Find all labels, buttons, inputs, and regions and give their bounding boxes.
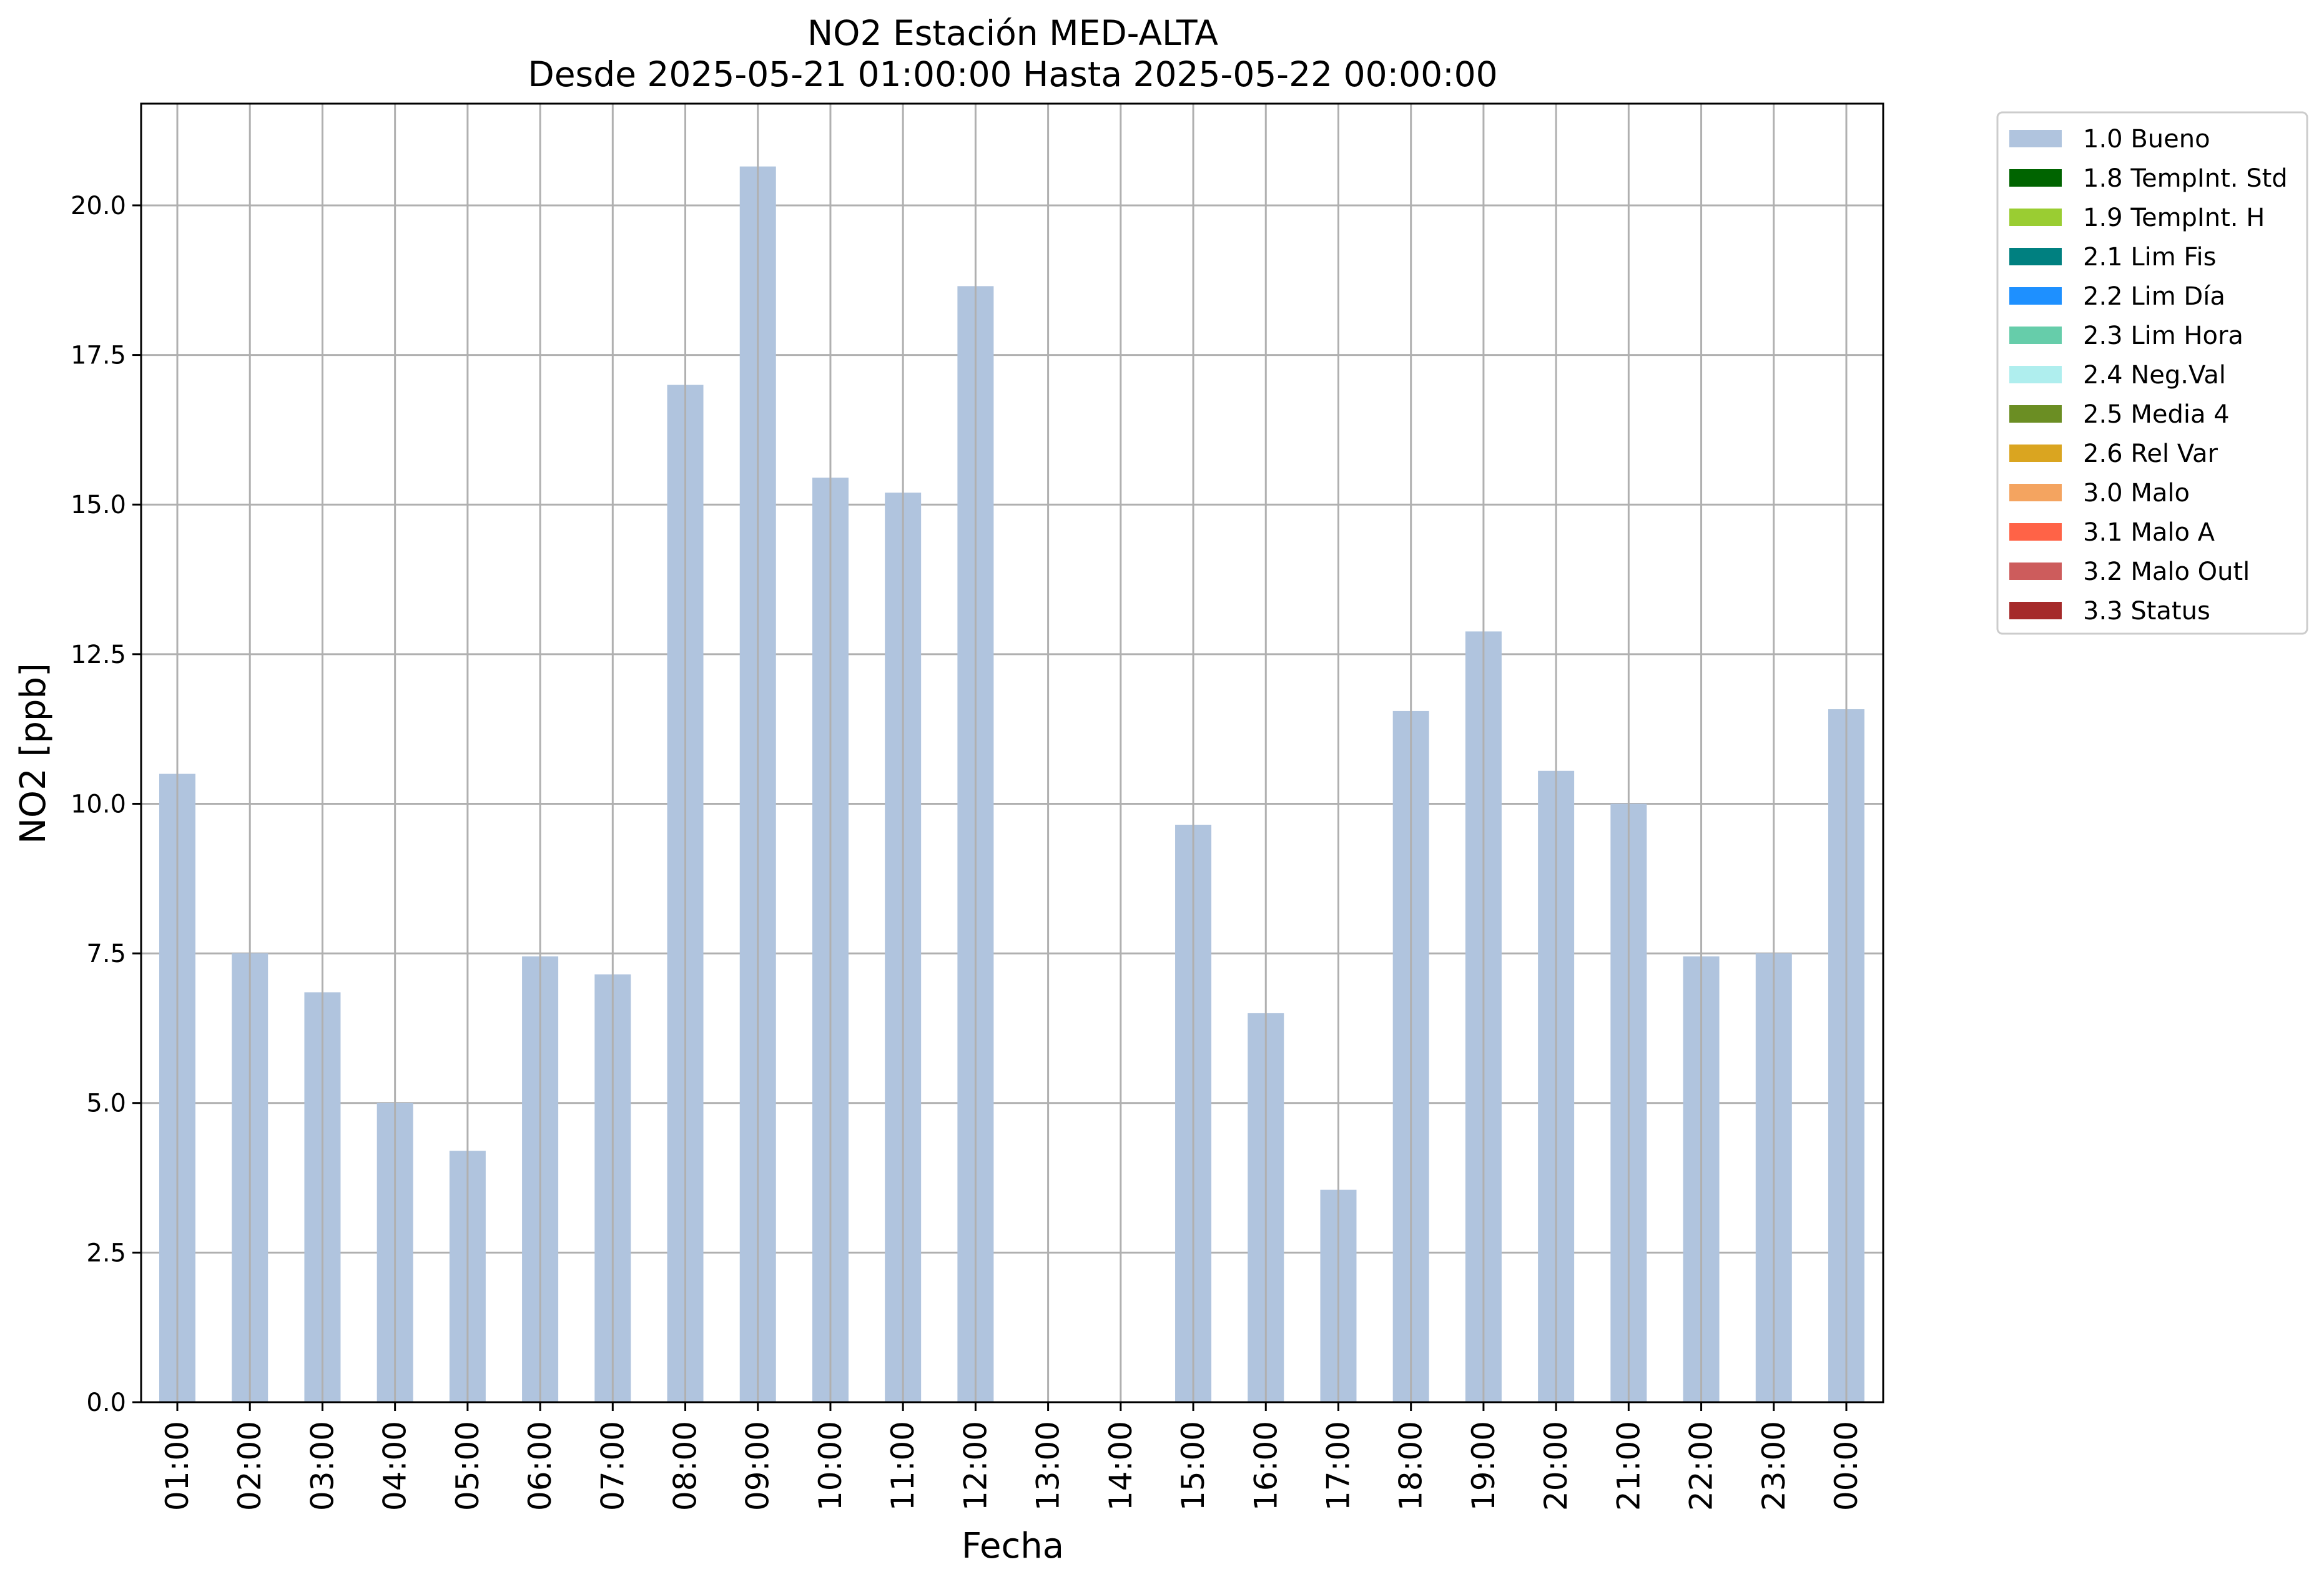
x-tick-label: 18:00 <box>1393 1421 1429 1511</box>
y-tick-label: 12.5 <box>71 641 126 669</box>
legend-label: 3.0 Malo <box>2083 479 2190 508</box>
x-tick-label: 03:00 <box>304 1421 340 1511</box>
y-tick-label: 15.0 <box>71 491 126 519</box>
legend-swatch <box>2009 445 2062 462</box>
x-tick-label: 02:00 <box>232 1421 268 1511</box>
x-axis-ticks: 01:00 02:00 03:00 04:00 05:00 06:00 07:00 08:00… <box>159 1402 1864 1511</box>
x-tick-label: 17:00 <box>1320 1421 1356 1511</box>
legend-swatch <box>2009 523 2062 541</box>
legend-swatch <box>2009 209 2062 226</box>
legend-swatch <box>2009 248 2062 265</box>
x-tick-label: 04:00 <box>377 1421 413 1511</box>
legend-swatch <box>2009 287 2062 305</box>
legend-label: 3.1 Malo A <box>2083 518 2215 547</box>
y-axis-label: NO2 [ppb] <box>13 663 54 844</box>
chart-title: NO2 Estación MED-ALTA <box>807 13 1218 53</box>
x-tick-label: 16:00 <box>1248 1421 1284 1511</box>
vertical-grid <box>176 104 1848 1402</box>
legend-frame <box>1996 111 2308 635</box>
y-tick-label: 2.5 <box>86 1239 126 1267</box>
y-tick-label: 10.0 <box>71 790 126 818</box>
x-axis-label: Fecha <box>962 1526 1064 1566</box>
legend-swatch <box>2009 405 2062 423</box>
legend-swatch <box>2009 563 2062 580</box>
y-tick-label: 0.0 <box>86 1388 126 1417</box>
legend-label: 2.1 Lim Fis <box>2083 243 2216 272</box>
legend-label: 2.6 Rel Var <box>2083 440 2218 468</box>
legend-label: 2.5 Media 4 <box>2083 400 2230 429</box>
x-tick-label: 13:00 <box>1030 1421 1066 1511</box>
legend-swatch <box>2009 327 2062 344</box>
legend: 1.0 Bueno 1.8 TempInt. Std 1.9 TempInt. H 2… <box>1996 111 2308 635</box>
legend-swatch <box>2009 130 2062 147</box>
legend-swatch <box>2009 484 2062 501</box>
x-tick-label: 11:00 <box>885 1421 921 1511</box>
x-tick-label: 09:00 <box>740 1421 776 1511</box>
legend-label: 2.2 Lim Día <box>2083 282 2225 311</box>
x-tick-label: 10:00 <box>812 1421 849 1511</box>
x-tick-label: 20:00 <box>1538 1421 1574 1511</box>
x-tick-label: 07:00 <box>594 1421 631 1511</box>
x-tick-label: 19:00 <box>1465 1421 1502 1511</box>
legend-label: 1.0 Bueno <box>2083 125 2210 154</box>
legend-swatch <box>2009 366 2062 383</box>
x-tick-label: 21:00 <box>1610 1421 1647 1511</box>
x-tick-label: 00:00 <box>1828 1421 1864 1511</box>
legend-swatch <box>2009 169 2062 187</box>
legend-label: 2.3 Lim Hora <box>2083 322 2243 350</box>
x-tick-label: 15:00 <box>1175 1421 1211 1511</box>
x-tick-label: 23:00 <box>1756 1421 1792 1511</box>
legend-label: 3.3 Status <box>2083 597 2210 626</box>
x-tick-label: 08:00 <box>667 1421 704 1511</box>
legend-label: 2.4 Neg.Val <box>2083 361 2226 390</box>
plot-frame <box>140 102 1884 1403</box>
x-tick-label: 05:00 <box>450 1421 486 1511</box>
x-tick-label: 01:00 <box>159 1421 195 1511</box>
y-tick-label: 5.0 <box>86 1089 126 1118</box>
x-tick-label: 14:00 <box>1103 1421 1139 1511</box>
legend-label: 3.2 Malo Outl <box>2083 558 2250 586</box>
chart-subtitle: Desde 2025-05-21 01:00:00 Hasta 2025-05-… <box>528 54 1497 94</box>
y-tick-label: 7.5 <box>86 940 126 968</box>
y-tick-label: 17.5 <box>71 341 126 370</box>
x-tick-label: 22:00 <box>1683 1421 1720 1511</box>
y-axis-ticks: 0.0 2.5 5.0 7.5 10.0 12.5 15.0 17.5 20.0 <box>71 192 141 1417</box>
y-tick-label: 20.0 <box>71 192 126 220</box>
legend-label: 1.8 TempInt. Std <box>2083 164 2288 193</box>
legend-label: 1.9 TempInt. H <box>2083 204 2265 232</box>
legend-swatch <box>2009 602 2062 619</box>
grid <box>141 204 1883 1403</box>
x-tick-label: 06:00 <box>522 1421 558 1511</box>
x-tick-label: 12:00 <box>957 1421 993 1511</box>
